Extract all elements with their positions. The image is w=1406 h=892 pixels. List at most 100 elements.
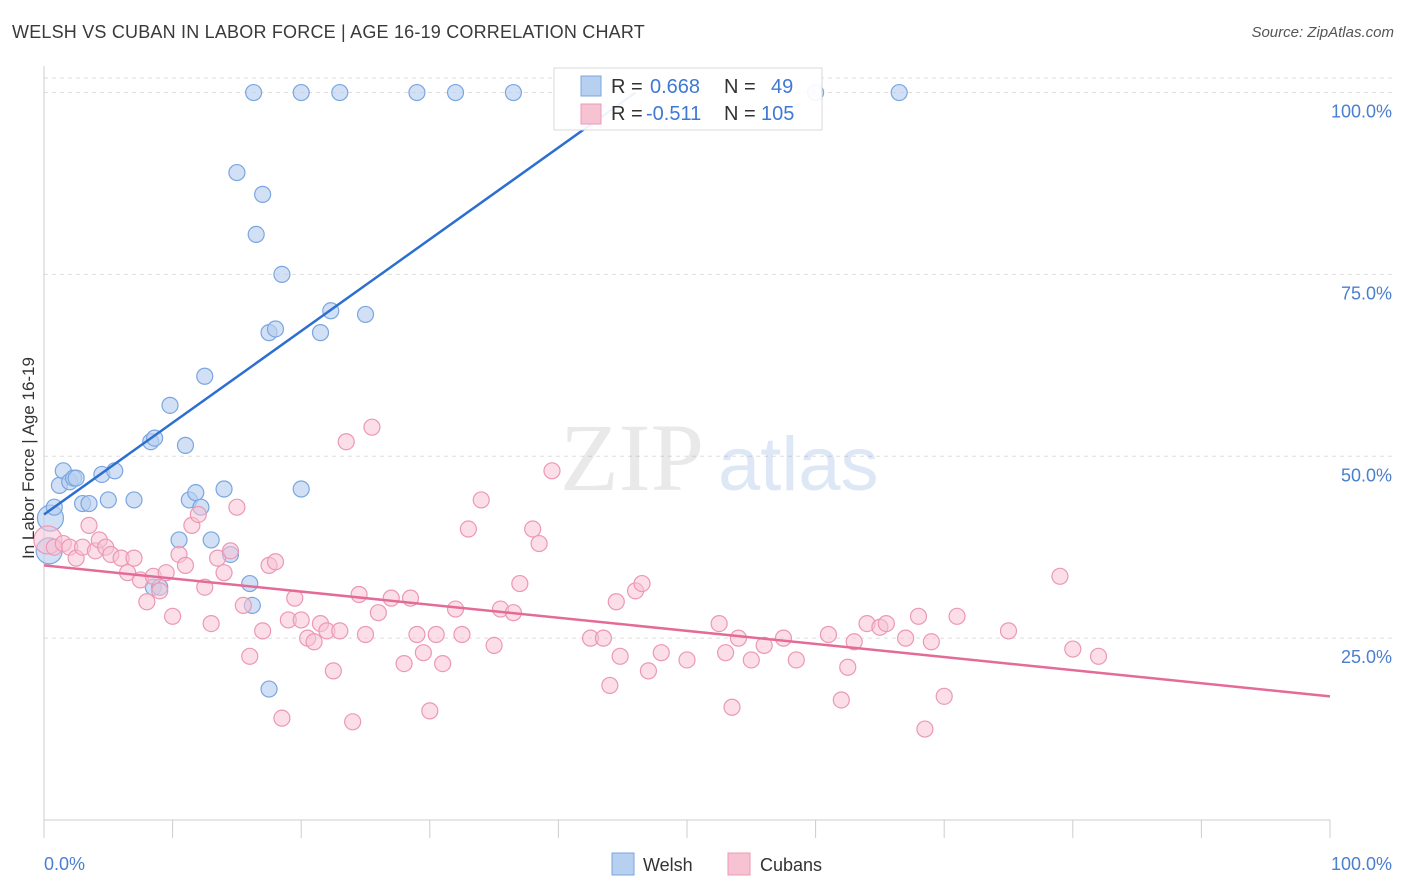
welsh-point (292, 480, 310, 498)
cubans-point (189, 505, 207, 524)
legend-welsh-n-value: 49 (771, 76, 793, 98)
cubans-point (125, 549, 143, 567)
cubans-point (530, 534, 548, 553)
welsh-point (247, 225, 265, 244)
cubans-point (922, 633, 940, 651)
cubans-point (369, 604, 387, 622)
welsh-point (266, 320, 285, 338)
welsh-point (890, 83, 908, 102)
cubans-point (453, 625, 471, 644)
welsh-point (228, 163, 246, 182)
welsh-point (215, 480, 233, 498)
cubans-point (254, 622, 272, 640)
cubans-point (202, 614, 220, 633)
cubans-point (215, 564, 233, 582)
legend-cubans-r-label: R = (611, 103, 643, 125)
legend-cubans-swatch (580, 103, 602, 125)
welsh-points (35, 83, 908, 698)
welsh-point (196, 367, 214, 385)
bottom-legend-cubans-swatch (727, 852, 751, 876)
watermark-atlas: atlas (718, 422, 879, 507)
legend-welsh-r-value: 0.668 (650, 76, 700, 98)
welsh-point (292, 83, 310, 102)
cubans-point (1064, 640, 1082, 658)
cubans-point (909, 607, 928, 625)
cubans-points (33, 418, 1108, 738)
legend-welsh-r-label: R = (611, 76, 643, 98)
cubans-point (382, 589, 400, 607)
cubans-point (877, 614, 895, 633)
cubans-point (716, 644, 735, 662)
cubans-point (948, 607, 966, 625)
watermark: ZIP atlas (560, 404, 879, 511)
welsh-point (125, 491, 143, 509)
cubans-point (819, 625, 838, 644)
cubans-point (897, 629, 915, 647)
cubans-point (633, 574, 651, 593)
y-tick-label: 75.0% (1341, 283, 1392, 303)
welsh-point (67, 469, 85, 487)
y-tick-label: 25.0% (1341, 647, 1392, 667)
cubans-point (395, 654, 413, 673)
cubans-point (607, 593, 625, 611)
correlation-legend: R = 0.668 N = 49 R = -0.511 N = 105 (553, 67, 823, 131)
welsh-point (187, 484, 205, 502)
cubans-point (414, 644, 432, 662)
welsh-point (176, 436, 195, 454)
cubans-point (639, 662, 658, 680)
cubans-point (241, 647, 259, 665)
cubans-point (511, 574, 529, 593)
welsh-point (331, 83, 349, 102)
cubans-point (755, 636, 773, 655)
cubans-point (408, 625, 426, 644)
cubans-point (427, 625, 445, 644)
cubans-point (331, 622, 349, 640)
welsh-point (161, 396, 179, 414)
cubans-point (221, 542, 240, 560)
cubans-point (999, 622, 1018, 640)
cubans-point (839, 658, 857, 676)
cubans-point (774, 629, 793, 647)
welsh-point (80, 494, 98, 513)
welsh-point (254, 185, 272, 203)
welsh-point (99, 491, 117, 509)
welsh-point (408, 83, 426, 102)
cubans-point (363, 418, 381, 436)
cubans-point (273, 709, 291, 727)
cubans-point (832, 691, 850, 709)
chart-title: WELSH VS CUBAN IN LABOR FORCE | AGE 16-1… (12, 22, 645, 42)
source-credit: Source: ZipAtlas.com (1251, 24, 1394, 41)
cubans-point (292, 611, 310, 629)
x-tick-label-max: 100.0% (1331, 854, 1392, 874)
trend-lines (43, 91, 1331, 698)
bottom-legend-welsh-swatch (611, 852, 635, 876)
y-tick-label: 50.0% (1341, 465, 1392, 485)
cubans-point (472, 491, 490, 509)
cubans-point (209, 549, 227, 567)
watermark-zip: ZIP (560, 404, 704, 511)
welsh-point (260, 680, 278, 698)
cubans-point (324, 662, 342, 680)
cubans-point (350, 585, 368, 604)
cubans-point (601, 676, 619, 695)
cubans-point (151, 582, 169, 600)
cubans-point (1051, 567, 1069, 585)
cubans-point (845, 633, 863, 651)
cubans-point (742, 651, 760, 669)
legend-cubans-r-value: -0.511 (646, 103, 701, 125)
cubans-point (337, 433, 355, 451)
y-tick-label: 100.0% (1331, 102, 1392, 122)
cubans-point (164, 607, 182, 625)
cubans-point (176, 556, 195, 574)
welsh-point (446, 83, 465, 102)
cubans-point (421, 702, 439, 720)
tick-labels: 25.0% 50.0% 75.0% 100.0% 0.0% 100.0% (44, 102, 1392, 874)
cubans-point (80, 516, 98, 534)
welsh-point (356, 305, 375, 324)
legend-cubans-n-value: 105 (761, 103, 794, 125)
cubans-point (344, 713, 362, 731)
bottom-legend-welsh-label: Welsh (643, 855, 693, 875)
cubans-point (787, 651, 805, 669)
cubans-point (652, 644, 670, 662)
